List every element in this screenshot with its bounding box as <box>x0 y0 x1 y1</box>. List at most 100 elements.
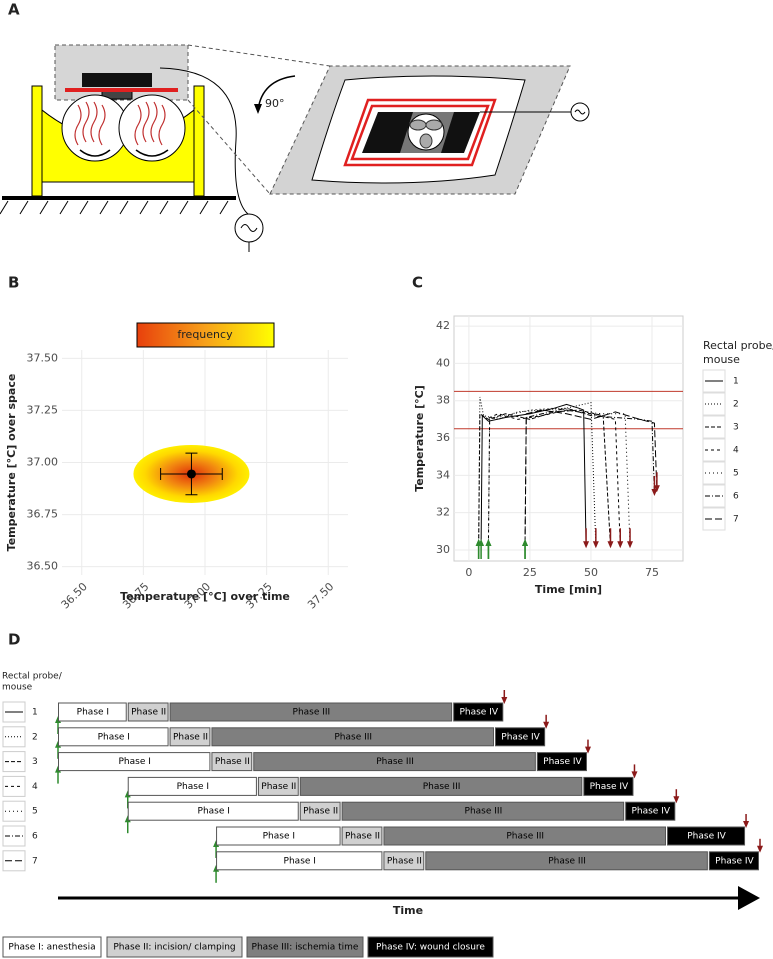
legend-colorbar <box>136 322 275 348</box>
marker-arrow <box>501 690 508 704</box>
row-label: 4 <box>32 782 38 792</box>
rotation-label: 90° <box>265 97 285 110</box>
phase-bar <box>127 776 257 796</box>
legend-label: 4 <box>733 446 739 456</box>
phase-label: Phase II <box>303 807 338 817</box>
phase-label: Phase I <box>98 732 130 742</box>
row-key <box>2 850 26 872</box>
marker-arrow <box>485 539 492 559</box>
arrow-head <box>673 796 680 804</box>
arrow-head <box>651 489 658 497</box>
legend-title: Rectal probe/ <box>2 672 63 682</box>
legend-label: 2 <box>733 400 739 410</box>
arrow-head <box>592 541 599 549</box>
legend-key <box>702 507 726 531</box>
y-tick-label: 37.50 <box>27 351 59 364</box>
row-label: 7 <box>32 856 38 866</box>
legend-title: Rectal probe/ <box>703 339 773 352</box>
legend-label: 6 <box>733 492 739 502</box>
phase-label: Phase III <box>465 807 503 817</box>
x-axis-label: Time <box>393 904 423 917</box>
arrow-head <box>522 539 529 546</box>
phase-label: Phase IV <box>715 856 754 866</box>
phase-bar <box>127 702 169 722</box>
arrow-head <box>617 541 624 549</box>
arrow-head <box>583 541 590 549</box>
phase-label: Phase I <box>198 807 230 817</box>
marker-arrow <box>583 528 590 549</box>
marker-arrow <box>631 764 638 779</box>
phase-label: Phase I <box>177 782 209 792</box>
marker-arrow <box>757 838 763 853</box>
phase-label: Phase IV <box>543 757 582 767</box>
phase-label: Phase III <box>423 782 461 792</box>
x-tick-label: 0 <box>465 566 472 579</box>
phase-bar <box>169 702 453 722</box>
arrow-head <box>475 539 482 546</box>
legend-box <box>246 936 364 958</box>
phase-bar <box>667 826 746 846</box>
phase-bar <box>536 752 587 772</box>
setup-diagram: A <box>0 1 590 252</box>
phase-label: Phase I <box>284 856 316 866</box>
phase-label: Phase IV <box>631 807 670 817</box>
x-tick-label: 50 <box>584 566 598 579</box>
phase-bar <box>58 702 127 722</box>
temperature-line <box>478 396 597 547</box>
legend-label: 7 <box>733 515 739 525</box>
arrow-head <box>627 541 634 549</box>
x-axis-label: Time [min] <box>535 583 602 596</box>
arrow-head <box>485 539 492 546</box>
phase-bar <box>127 801 299 821</box>
y-tick-label: 32 <box>436 506 450 519</box>
panel-label: D <box>8 631 20 649</box>
y-tick-label: 40 <box>436 356 450 369</box>
arrow-head <box>757 845 763 853</box>
row-label: 1 <box>32 708 38 718</box>
x-axis-label: Temperature [°C] over time <box>120 590 290 603</box>
phase-label: Phase I <box>119 757 151 767</box>
phase-bar <box>625 801 676 821</box>
temperature-line <box>478 409 611 547</box>
y-axis-label: Temperature [°C] <box>413 385 426 492</box>
marker-arrow <box>653 472 660 493</box>
legend-label: Phase IV: wound closure <box>376 943 485 953</box>
y-tick-label: 38 <box>436 394 450 407</box>
phase-bar <box>299 776 583 796</box>
arrow-head <box>607 541 614 549</box>
panel-label: A <box>8 1 20 19</box>
phase-bar <box>708 851 759 871</box>
legend-box <box>367 936 494 958</box>
legend-title: mouse <box>703 353 740 366</box>
arrow-head <box>584 746 591 754</box>
phase-label: Phase IV <box>459 708 498 718</box>
arrow-head <box>653 485 660 493</box>
phase-bar <box>383 826 667 846</box>
phase-label: Phase I <box>77 708 109 718</box>
phase-bar <box>169 727 211 747</box>
arrow-head <box>631 771 638 779</box>
phase-bar <box>211 752 253 772</box>
row-label: 3 <box>32 757 38 767</box>
y-tick-label: 30 <box>436 543 450 556</box>
phase-bar <box>495 727 546 747</box>
arrow-head <box>743 821 750 828</box>
phase-label: Phase II <box>173 732 208 742</box>
legend-title: mouse <box>2 683 33 693</box>
y-tick-label: 36.75 <box>27 508 59 521</box>
row-label: 2 <box>32 732 38 742</box>
phase-bar <box>583 776 634 796</box>
phase-bar <box>58 752 211 772</box>
phase-bar <box>341 826 383 846</box>
legend-label: Phase I: anesthesia <box>8 943 95 953</box>
point <box>186 469 196 479</box>
phase-label: Phase IV <box>687 832 726 842</box>
legend-box <box>2 936 102 958</box>
marker-arrow <box>522 539 529 559</box>
time-axis-head <box>738 886 760 910</box>
marker-arrow <box>627 528 634 549</box>
phase-label: Phase II <box>345 832 380 842</box>
x-tick-label: 75 <box>645 566 659 579</box>
y-tick-label: 36.50 <box>27 560 59 573</box>
